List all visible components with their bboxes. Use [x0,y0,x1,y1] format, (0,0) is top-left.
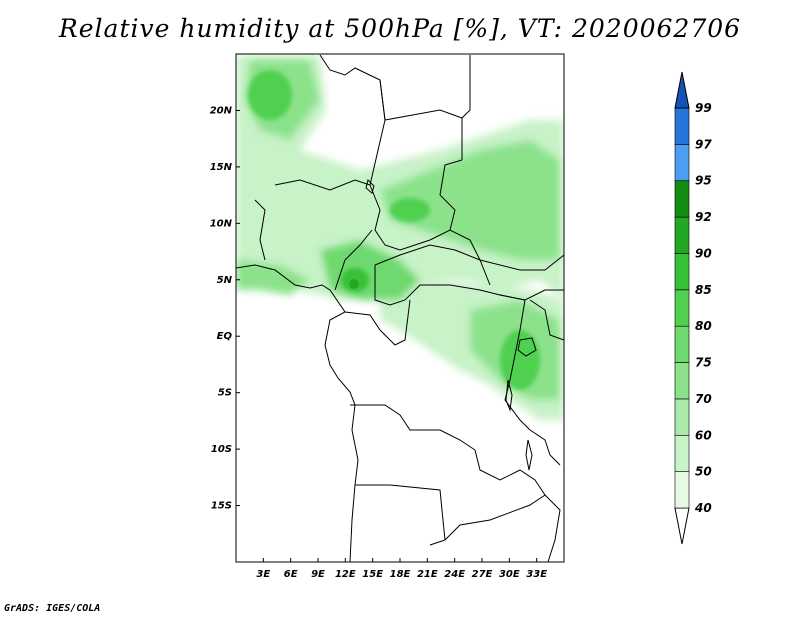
lon-tick-label: 15E [362,569,383,580]
lat-tick-label: 20N [210,105,233,116]
lon-tick-label: 21E [417,569,438,580]
border-angola-north [350,404,476,451]
colorbar-segment [674,325,690,363]
colorbar-lower-triangle [674,507,690,545]
border-tanzania [529,429,561,466]
humidity-peak [349,279,359,289]
lat-tick-label: 10N [210,218,233,229]
colorbar-label: 92 [695,210,712,224]
lat-tick-label: 5N [217,275,233,286]
lake-malawi [525,439,533,471]
border-angola-south [355,484,446,546]
colorbar-label: 80 [695,319,712,333]
colorbar-segment [674,107,690,145]
border-mozambique [544,494,561,562]
colorbar-segment [674,144,690,182]
colorbar-label: 75 [695,356,712,370]
colorbar-label: 97 [695,137,712,151]
colorbar-segment [674,216,690,254]
latitude-axis: 20N 15N 10N 5N EQ 5S 10S 15S [210,105,240,512]
border-libya-egypt [461,55,471,160]
border-congo-drc [344,299,411,346]
lon-tick-label: 18E [390,569,411,580]
border-chad-libya [379,79,463,121]
border-sudan-east [479,254,564,271]
colorbar-label: 50 [695,465,712,479]
lon-tick-label: 6E [284,569,298,580]
lon-tick-label: 9E [311,569,325,580]
colorbar-label: 40 [694,501,712,515]
colorbar-segment [674,398,690,436]
lat-tick-label: EQ [217,331,233,342]
border-car-north [374,244,491,286]
map-title: Relative humidity at 500hPa [%], VT: 202… [58,14,742,43]
colorbar-label: 60 [695,428,712,442]
colorbar-segment [674,471,690,509]
country-borders [236,54,564,562]
footer-credit: GrADS: IGES/COLA [4,603,101,614]
border-niger-nigeria [274,179,371,191]
lat-tick-label: 5S [218,388,232,399]
border-zambia [444,449,546,541]
border-nigeria-cameroon [334,229,373,291]
border-drc-east [504,299,531,431]
colorbar-segment [674,289,690,327]
longitude-axis: 3E 6E 9E 12E 15E 18E 21E 24E 27E 30E 33E [256,558,547,580]
humidity-core-north [248,70,292,120]
lon-tick-label: 12E [335,569,356,580]
lon-tick-label: 27E [472,569,493,580]
lat-tick-label: 10S [211,444,232,455]
colorbar: 40 50 60 70 75 80 85 90 92 95 97 99 [674,71,712,545]
humidity-region-mid-east [380,140,560,260]
colorbar-segment [674,253,690,291]
lat-tick-label: 15N [210,162,233,173]
lake-chad [365,179,375,194]
colorbar-segment [674,434,690,472]
border-uganda-kenya [529,299,564,341]
humidity-shading [236,55,564,420]
colorbar-label: 70 [695,392,712,406]
border-libya-sudan [439,159,463,231]
lake-tanganyika [505,379,513,412]
border-car-south [374,265,526,306]
lon-tick-label: 24E [444,569,465,580]
coastline-west [236,264,359,562]
humidity-core-lakes [500,330,540,390]
lon-tick-label: 3E [256,569,270,580]
lon-tick-label: 33E [526,569,547,580]
lon-tick-label: 30E [499,569,520,580]
border-west-small [254,199,266,261]
border-chad-south [369,184,481,261]
colorbar-label: 90 [695,246,712,260]
colorbar-label: 99 [695,101,712,115]
border-south-sudan [499,289,564,301]
colorbar-label: 95 [695,174,712,188]
colorbar-label: 85 [695,283,712,297]
colorbar-segment [674,362,690,400]
humidity-region-strip [236,260,310,295]
lake-victoria [517,337,537,357]
colorbar-upper-triangle [674,71,690,109]
colorbar-segment [674,180,690,218]
lat-tick-label: 15S [211,501,232,512]
humidity-core-chad [390,198,430,222]
